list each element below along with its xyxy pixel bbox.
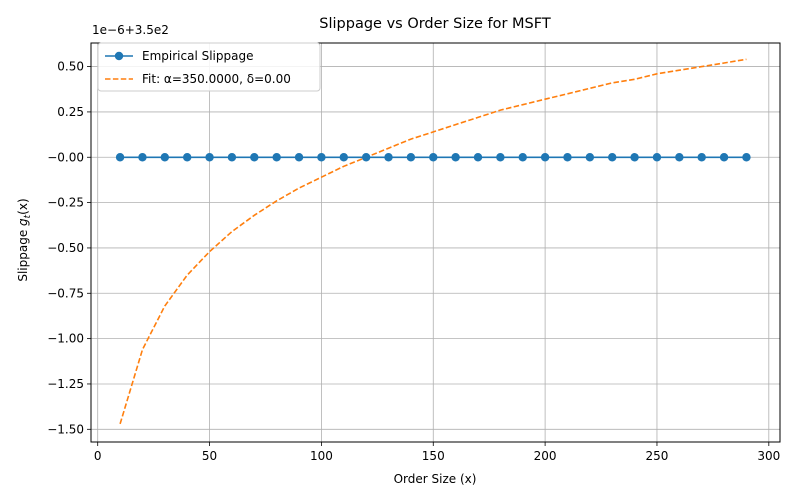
empirical-point xyxy=(585,153,595,162)
x-tick-label: 300 xyxy=(757,449,780,463)
y-tick-label: −1.25 xyxy=(47,377,84,391)
empirical-point xyxy=(630,153,639,162)
empirical-point xyxy=(719,153,729,162)
x-tick-label: 250 xyxy=(646,449,669,463)
empirical-point xyxy=(675,153,684,162)
empirical-point xyxy=(294,153,304,162)
empirical-point xyxy=(518,153,527,162)
y-tick-label: −0.00 xyxy=(47,150,84,164)
y-tick-label: −0.25 xyxy=(47,196,84,210)
grid xyxy=(91,43,780,442)
x-tick-label: 100 xyxy=(310,449,333,463)
empirical-point xyxy=(451,153,460,162)
y-tick-label: −1.50 xyxy=(47,422,84,436)
empirical-point xyxy=(473,153,483,162)
chart-title: Slippage vs Order Size for MSFT xyxy=(319,16,551,32)
empirical-point xyxy=(496,153,505,162)
empirical-point xyxy=(182,153,192,162)
axes-ticks: 0 50 100 150 200 250 300 −1.50 −1.25 −1.00 −0.75 −0… xyxy=(47,60,780,463)
x-axis-title: Order Size (x) xyxy=(394,472,477,486)
empirical-point xyxy=(563,153,572,162)
empirical-point xyxy=(384,153,393,162)
y-tick-label: −1.00 xyxy=(47,332,84,346)
x-tick-label: 150 xyxy=(422,449,445,463)
y-axis-title-arg: (x) xyxy=(16,198,30,214)
empirical-point xyxy=(608,153,617,162)
empirical-point xyxy=(317,153,326,162)
x-tick-label: 0 xyxy=(94,449,102,463)
y-tick-label: −0.75 xyxy=(47,286,84,300)
y-axis-title-main: Slippage xyxy=(16,226,30,282)
legend-label-empirical: Empirical Slippage xyxy=(142,49,253,63)
y-axis-title: Slippage gt(x) xyxy=(16,198,33,281)
legend: Empirical Slippage Fit: α=350.0000, δ=0.… xyxy=(97,42,321,92)
y-axis-title-var: g xyxy=(16,218,30,226)
empirical-point xyxy=(742,153,751,162)
y-axis-offset-text: 1e−6+3.5e2 xyxy=(92,23,169,37)
empirical-point xyxy=(272,153,281,162)
x-tick-label: 200 xyxy=(534,449,557,463)
legend-box xyxy=(97,42,321,92)
legend-marker-empirical xyxy=(114,51,124,61)
empirical-point xyxy=(697,153,706,162)
empirical-point xyxy=(115,153,125,162)
fit-series-line xyxy=(119,58,747,425)
y-axis-title-sub: t xyxy=(23,214,33,218)
series-layer xyxy=(115,58,751,425)
empirical-point xyxy=(205,153,214,162)
y-tick-label: −0.50 xyxy=(47,241,84,255)
empirical-point xyxy=(361,153,371,162)
empirical-point xyxy=(250,153,259,162)
plot-area-frame xyxy=(90,42,781,443)
empirical-point xyxy=(652,153,662,162)
y-tick-label: 0.50 xyxy=(57,60,84,74)
empirical-point xyxy=(540,153,550,162)
empirical-point xyxy=(138,153,147,162)
empirical-point xyxy=(406,153,416,162)
legend-label-fit: Fit: α=350.0000, δ=0.00 xyxy=(142,72,291,86)
y-tick-label: 0.25 xyxy=(57,105,84,119)
x-tick-label: 50 xyxy=(202,449,217,463)
empirical-point xyxy=(160,153,170,162)
empirical-point xyxy=(429,153,438,162)
empirical-point xyxy=(227,153,237,162)
empirical-point xyxy=(339,153,348,162)
